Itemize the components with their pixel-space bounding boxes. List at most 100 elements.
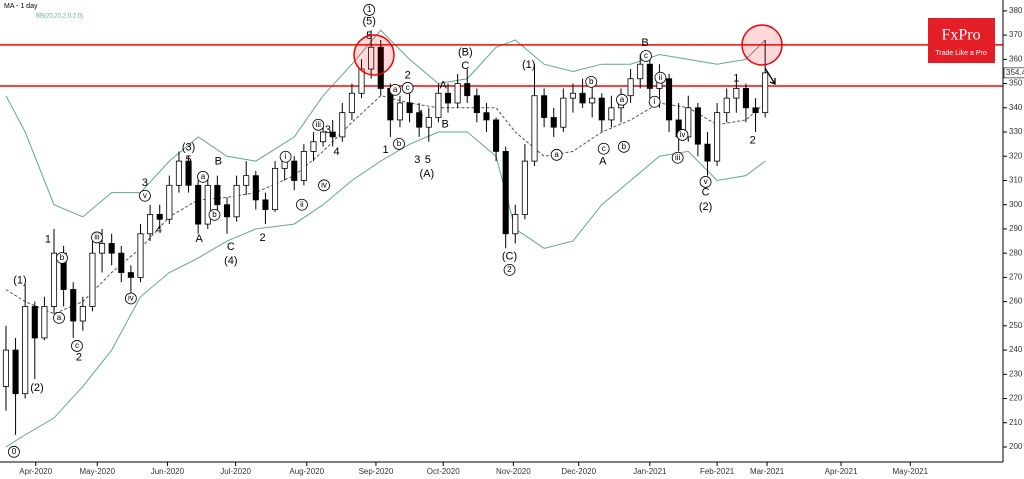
- wave-label-circle: [53, 311, 65, 324]
- wave-label: c: [644, 51, 648, 60]
- y-tick-label: 310: [1009, 176, 1023, 185]
- candle-body: [291, 160, 298, 181]
- x-tick-label: Nov-2020: [496, 467, 531, 476]
- wave-label: A: [440, 80, 448, 92]
- candle-body: [425, 117, 432, 128]
- candle-body: [348, 92, 355, 114]
- y-tick-label: 340: [1009, 103, 1023, 112]
- wave-label-circle: [401, 82, 414, 94]
- wave-label-circle: [56, 252, 68, 264]
- candle-body: [185, 160, 192, 186]
- wave-label-circle: [617, 140, 630, 153]
- candle-body: [493, 119, 500, 152]
- wave-label-circle: [124, 292, 137, 305]
- x-tick-label: Mar-2021: [750, 467, 785, 476]
- candle-body: [752, 107, 759, 114]
- candle-body: [79, 306, 86, 322]
- wave-label: a: [620, 95, 625, 104]
- candle-body: [300, 151, 307, 181]
- y-tick-label: 320: [1009, 151, 1023, 160]
- wave-label: 4: [156, 224, 162, 236]
- wave-label: (1): [13, 275, 26, 287]
- y-tick-label: 210: [1009, 418, 1023, 427]
- wave-label-circle: [699, 176, 712, 188]
- wave-label-circle: [71, 340, 83, 352]
- candle-body: [742, 88, 749, 109]
- x-tick-label: May-2021: [892, 467, 928, 476]
- candle-body: [464, 83, 471, 97]
- wave-label: (1): [522, 59, 535, 71]
- candle-body: [22, 306, 29, 395]
- wave-label: 5: [425, 154, 431, 166]
- wave-label-circle: [389, 83, 402, 96]
- wave-label: b: [60, 253, 65, 262]
- wave-label: 1: [45, 234, 51, 246]
- wave-label-circle: [616, 93, 628, 106]
- logo-box: [928, 18, 995, 63]
- wave-label: 2: [750, 135, 756, 147]
- candle-body: [694, 107, 701, 145]
- wave-label: (A): [420, 168, 435, 180]
- y-tick-label: 250: [1009, 321, 1023, 330]
- candle-body: [569, 92, 576, 99]
- wave-label-circle: [312, 118, 325, 131]
- wave-label-circle: [393, 138, 405, 150]
- wave-label: C: [227, 241, 235, 253]
- wave-label: (5): [362, 16, 375, 28]
- candle-body: [89, 252, 96, 307]
- candle-body: [2, 349, 10, 387]
- candle-body: [704, 143, 711, 162]
- candle-body: [204, 184, 211, 225]
- y-tick-label: 300: [1009, 200, 1023, 209]
- y-tick-label: 290: [1009, 224, 1023, 233]
- candle-body: [396, 102, 404, 121]
- wave-label: 5: [185, 154, 191, 166]
- wave-label: (2): [699, 201, 712, 213]
- wave-label: c: [75, 341, 79, 350]
- wave-label: 1: [367, 5, 372, 14]
- wave-label: (4): [224, 255, 237, 267]
- wave-label: (B): [458, 47, 473, 59]
- candle-body: [608, 107, 615, 121]
- wave-label-circle: [676, 129, 689, 141]
- candle-body: [214, 184, 221, 206]
- candle-body: [762, 72, 769, 114]
- candle-body: [560, 97, 567, 128]
- candle-body: [723, 97, 730, 114]
- candle-body: [271, 167, 279, 210]
- candle-body: [483, 112, 490, 121]
- wave-label: a: [57, 313, 62, 322]
- wave-label: C: [461, 60, 469, 72]
- y-tick-label: 230: [1009, 369, 1023, 378]
- wave-label: b: [589, 77, 594, 86]
- wave-label: iv: [321, 180, 327, 189]
- wave-label: B: [441, 119, 448, 131]
- y-tick-label: 380: [1009, 6, 1023, 15]
- candle-body: [589, 97, 596, 104]
- wave-label-circle: [208, 208, 221, 221]
- wave-label: ii: [659, 73, 663, 82]
- wave-label-circle: [296, 198, 308, 211]
- x-tick-label: Sep-2020: [359, 467, 394, 476]
- candle-body: [377, 46, 384, 89]
- wave-label: a: [201, 172, 206, 181]
- candle-body: [223, 204, 231, 218]
- wave-label: b: [622, 142, 627, 151]
- wave-label-circle: [139, 189, 151, 202]
- wave-label: b: [212, 210, 217, 219]
- candle-body: [512, 214, 519, 235]
- wave-label-circle: [640, 50, 652, 62]
- candle-body: [262, 199, 269, 210]
- x-tick-label: Apr-2020: [19, 467, 52, 476]
- wave-label: 4: [333, 146, 339, 158]
- wave-label-circle: [363, 4, 376, 16]
- y-tick-label: 260: [1009, 297, 1023, 306]
- highlight-circle: [353, 34, 395, 76]
- direction-arrow: [764, 67, 776, 85]
- candle-body: [118, 252, 125, 273]
- candle-body: [502, 151, 509, 235]
- wave-label: A: [195, 233, 203, 245]
- wave-label: B: [215, 156, 222, 168]
- y-tick-label: 220: [1009, 394, 1023, 403]
- candle-body: [233, 184, 240, 218]
